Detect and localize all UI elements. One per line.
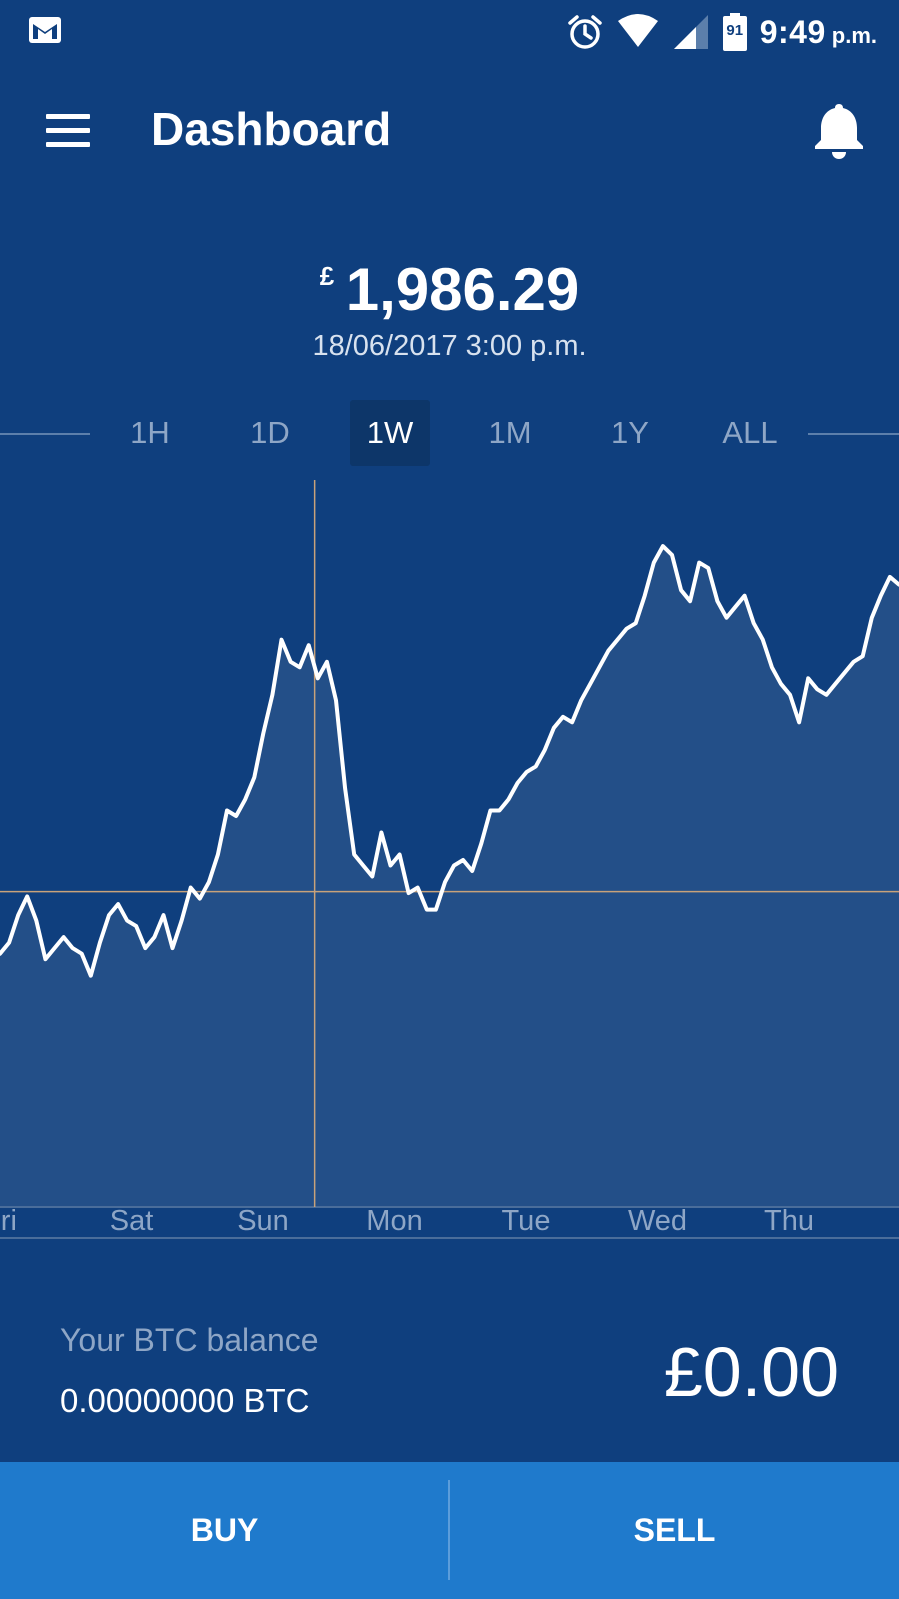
tab-1w[interactable]: 1W bbox=[350, 400, 430, 466]
status-icons: 91 9:49 p.m. bbox=[566, 10, 877, 54]
tab-1y[interactable]: 1Y bbox=[611, 415, 649, 450]
sell-button[interactable]: SELL bbox=[633, 1512, 716, 1548]
bell-icon[interactable] bbox=[809, 100, 869, 162]
x-tick-label: Sat bbox=[110, 1205, 154, 1237]
battery-level: 91 bbox=[726, 22, 744, 39]
range-tabs: 1H 1D 1W 1M 1Y ALL bbox=[0, 400, 899, 466]
tab-1m[interactable]: 1M bbox=[488, 415, 532, 450]
tabs-divider-right bbox=[808, 433, 899, 435]
x-tick-label: Fri bbox=[0, 1205, 17, 1237]
clock-ampm: p.m. bbox=[831, 22, 877, 48]
price-header: £1,986.29 bbox=[0, 255, 899, 324]
tab-all[interactable]: ALL bbox=[722, 415, 778, 450]
page-title: Dashboard bbox=[151, 103, 392, 155]
price-timestamp: 18/06/2017 3:00 p.m. bbox=[312, 330, 587, 362]
price-line bbox=[0, 544, 899, 978]
x-tick-label: Sun bbox=[237, 1205, 289, 1237]
signal-icon bbox=[673, 15, 708, 49]
x-tick-label: Wed bbox=[628, 1205, 687, 1237]
hamburger-menu-icon[interactable] bbox=[40, 104, 96, 156]
currency-symbol: £ bbox=[319, 261, 335, 291]
wifi-icon bbox=[617, 14, 658, 47]
battery-icon: 91 bbox=[722, 12, 748, 52]
btc-balance: 0.00000000 BTC bbox=[60, 1382, 310, 1419]
x-tick-label: Thu bbox=[764, 1205, 814, 1237]
balance-label: Your BTC balance bbox=[60, 1322, 319, 1358]
tabs-divider-left bbox=[0, 433, 90, 435]
tab-1h[interactable]: 1H bbox=[130, 415, 170, 450]
action-divider bbox=[448, 1480, 450, 1580]
app-bar: Dashboard bbox=[0, 62, 899, 202]
price-value: 1,986.29 bbox=[345, 256, 580, 323]
status-bar: 91 9:49 p.m. bbox=[0, 0, 899, 62]
gmail-icon bbox=[29, 17, 61, 43]
alarm-icon bbox=[567, 15, 602, 49]
tab-1d[interactable]: 1D bbox=[250, 415, 290, 450]
status-time: 9:49 p.m. bbox=[760, 14, 877, 51]
x-tick-label: Tue bbox=[502, 1205, 551, 1237]
current-price: £1,986.29 bbox=[320, 255, 580, 324]
x-tick-label: Mon bbox=[366, 1205, 422, 1237]
action-bar: BUY SELL bbox=[0, 1462, 899, 1599]
fiat-balance: £0.00 bbox=[663, 1333, 839, 1411]
buy-button[interactable]: BUY bbox=[190, 1512, 259, 1548]
price-chart[interactable]: Fri Sat Sun Mon Tue Wed Thu bbox=[0, 480, 899, 1270]
clock-time: 9:49 bbox=[759, 13, 826, 50]
